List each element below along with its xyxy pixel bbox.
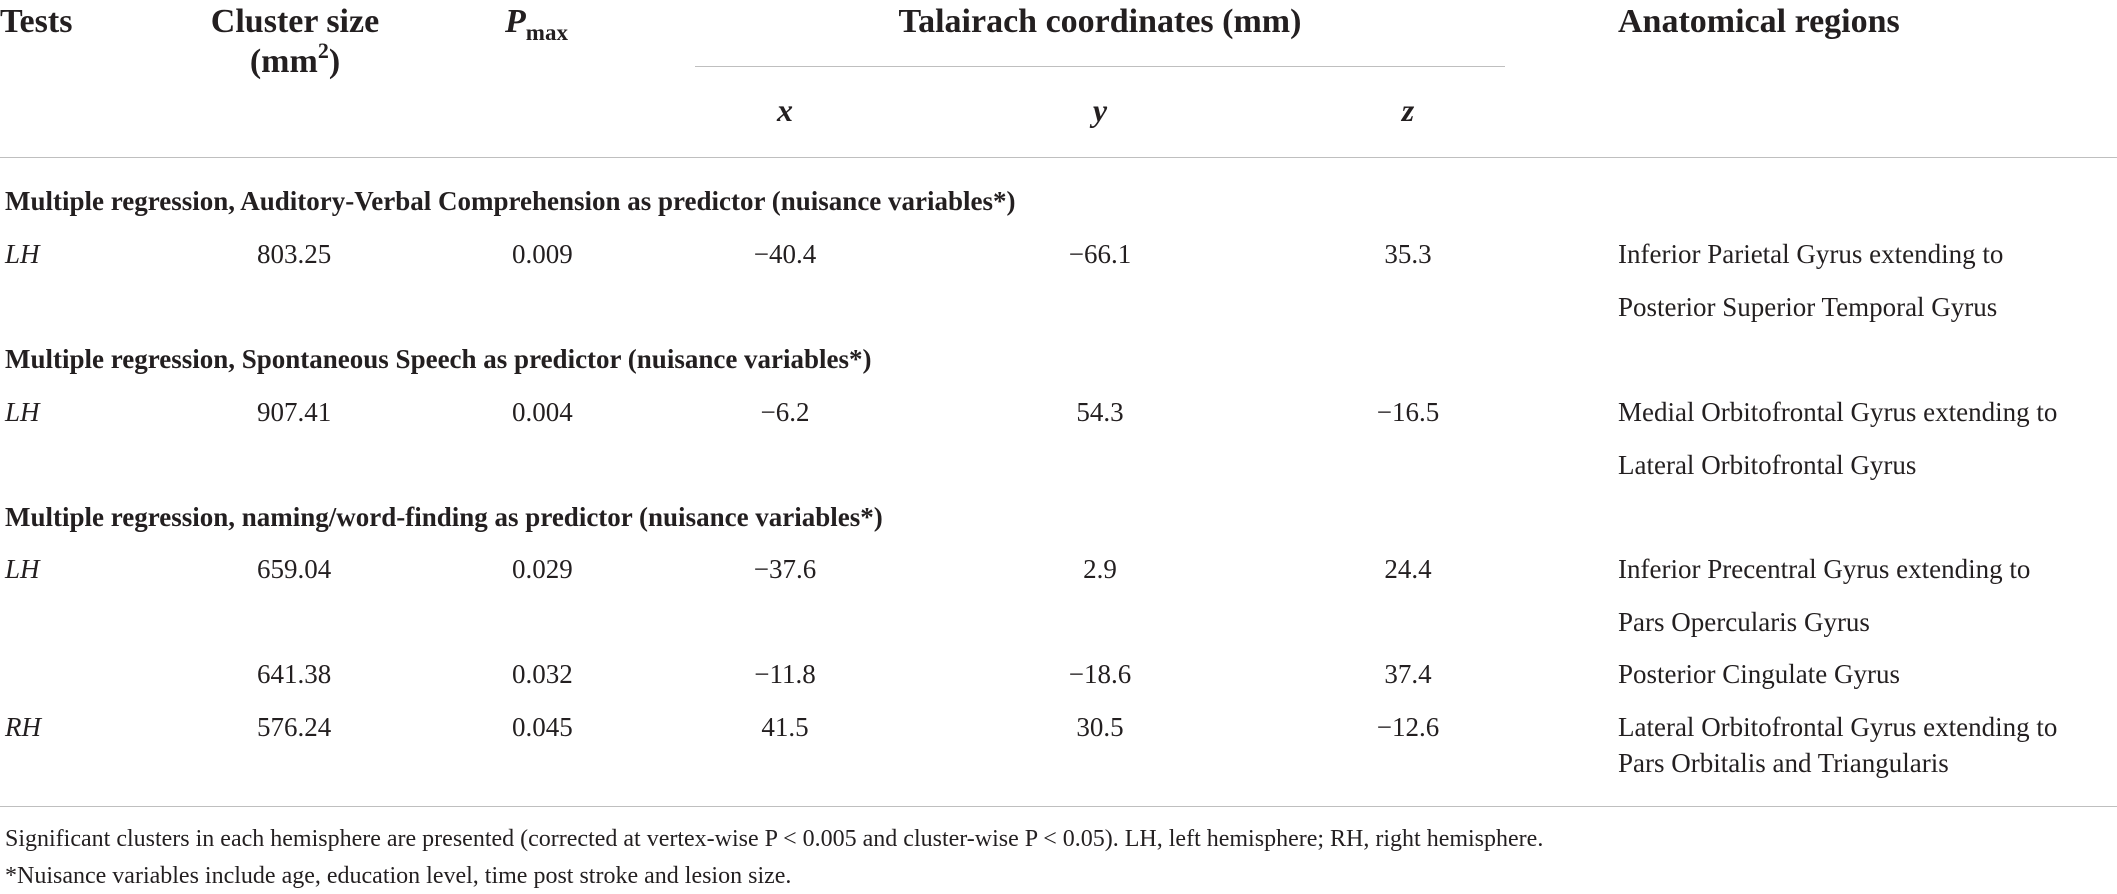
cell-pmax: 0.045 <box>512 712 573 742</box>
header-pmax: Pmax <box>505 3 568 45</box>
cell-y: 2.9 <box>1083 554 1117 584</box>
cell-region: Inferior Parietal Gyrus extending to <box>1618 239 2004 269</box>
cell-cluster-size: 803.25 <box>257 239 332 269</box>
talairach-underline <box>695 66 1505 67</box>
cell-z: −16.5 <box>1376 397 1440 427</box>
cell-pmax: 0.009 <box>512 239 573 269</box>
cell-pmax: 0.029 <box>512 554 573 584</box>
section-title: Multiple regression, naming/word-finding… <box>5 502 883 532</box>
cell-x: −6.2 <box>760 397 810 427</box>
cell-x: −37.6 <box>753 554 817 584</box>
header-anatomical-regions: Anatomical regions <box>1618 3 1900 40</box>
section-title: Multiple regression, Auditory-Verbal Com… <box>5 186 1016 216</box>
cell-test: LH <box>5 239 40 269</box>
cell-cluster-size: 907.41 <box>257 397 332 427</box>
cell-x: −11.8 <box>754 659 816 689</box>
cell-test: LH <box>5 554 40 584</box>
cell-region-cont: Lateral Orbitofrontal Gyrus <box>1618 450 1917 480</box>
cell-test: RH <box>5 712 41 742</box>
cell-cluster-size: 659.04 <box>257 554 332 584</box>
cell-region: Inferior Precentral Gyrus extending to <box>1618 554 2031 584</box>
cell-cluster-size: 641.38 <box>257 659 332 689</box>
cell-x: −40.4 <box>753 239 817 269</box>
cell-region-cont: Pars Opercularis Gyrus <box>1618 607 1870 637</box>
cell-cluster-size: 576.24 <box>257 712 332 742</box>
header-y: y <box>1092 92 1108 128</box>
cell-pmax: 0.032 <box>512 659 573 689</box>
cell-z: 35.3 <box>1384 239 1432 269</box>
header-x: x <box>777 92 793 128</box>
cell-z: 37.4 <box>1384 659 1432 689</box>
cell-x: 41.5 <box>761 712 809 742</box>
cell-y: −66.1 <box>1068 239 1132 269</box>
cell-region: Medial Orbitofrontal Gyrus extending to <box>1618 397 2058 427</box>
cell-region: Lateral Orbitofrontal Gyrus extending to <box>1618 712 2058 742</box>
cell-z: −12.6 <box>1376 712 1440 742</box>
cell-y: 54.3 <box>1076 397 1124 427</box>
cell-region-cont: Posterior Superior Temporal Gyrus <box>1618 292 1998 322</box>
cell-y: 30.5 <box>1076 712 1124 742</box>
cell-region-cont: Pars Orbitalis and Triangularis <box>1618 748 1949 778</box>
cell-test: LH <box>5 397 40 427</box>
header-cluster-size-label: Cluster size <box>210 3 380 40</box>
header-cluster-size: Cluster size (mm2) <box>185 2 405 82</box>
footnote-significance: Significant clusters in each hemisphere … <box>5 826 1544 852</box>
cell-z: 24.4 <box>1384 554 1432 584</box>
footnote-nuisance: *Nuisance variables include age, educati… <box>5 863 792 889</box>
cell-region: Posterior Cingulate Gyrus <box>1618 659 1900 689</box>
header-z: z <box>1401 92 1415 128</box>
cell-y: −18.6 <box>1068 659 1132 689</box>
cell-pmax: 0.004 <box>512 397 573 427</box>
section-title: Multiple regression, Spontaneous Speech … <box>5 344 872 374</box>
header-bottom-rule <box>0 157 2117 158</box>
header-tests: Tests <box>0 3 73 40</box>
header-talairach: Talairach coordinates (mm) <box>898 3 1302 40</box>
header-cluster-size-unit: (mm2) <box>249 37 341 80</box>
table-bottom-rule <box>0 806 2117 807</box>
